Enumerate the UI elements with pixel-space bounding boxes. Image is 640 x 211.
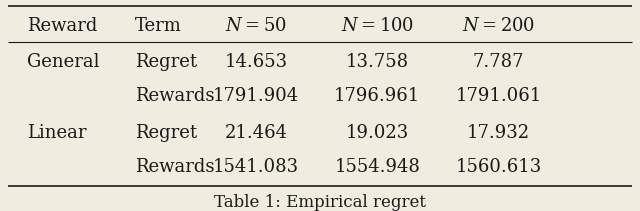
Text: 21.464: 21.464 [225, 124, 288, 142]
Text: 17.932: 17.932 [467, 124, 530, 142]
Text: Rewards: Rewards [135, 87, 214, 105]
Text: Term: Term [135, 17, 182, 35]
Text: Regret: Regret [135, 53, 197, 71]
Text: Regret: Regret [135, 124, 197, 142]
Text: 1791.904: 1791.904 [213, 87, 300, 105]
Text: General: General [27, 53, 99, 71]
Text: 14.653: 14.653 [225, 53, 288, 71]
Text: Linear: Linear [27, 124, 86, 142]
Text: $N = 100$: $N = 100$ [340, 17, 414, 35]
Text: 1541.083: 1541.083 [213, 158, 300, 176]
Text: 1796.961: 1796.961 [334, 87, 420, 105]
Text: $N = 200$: $N = 200$ [462, 17, 535, 35]
Text: 1560.613: 1560.613 [455, 158, 541, 176]
Text: 7.787: 7.787 [473, 53, 524, 71]
Text: 1791.061: 1791.061 [455, 87, 541, 105]
Text: 19.023: 19.023 [346, 124, 409, 142]
Text: Table 1: Empirical regret: Table 1: Empirical regret [214, 194, 426, 211]
Text: Reward: Reward [27, 17, 97, 35]
Text: Rewards: Rewards [135, 158, 214, 176]
Text: 13.758: 13.758 [346, 53, 409, 71]
Text: 1554.948: 1554.948 [335, 158, 420, 176]
Text: $N = 50$: $N = 50$ [225, 17, 287, 35]
